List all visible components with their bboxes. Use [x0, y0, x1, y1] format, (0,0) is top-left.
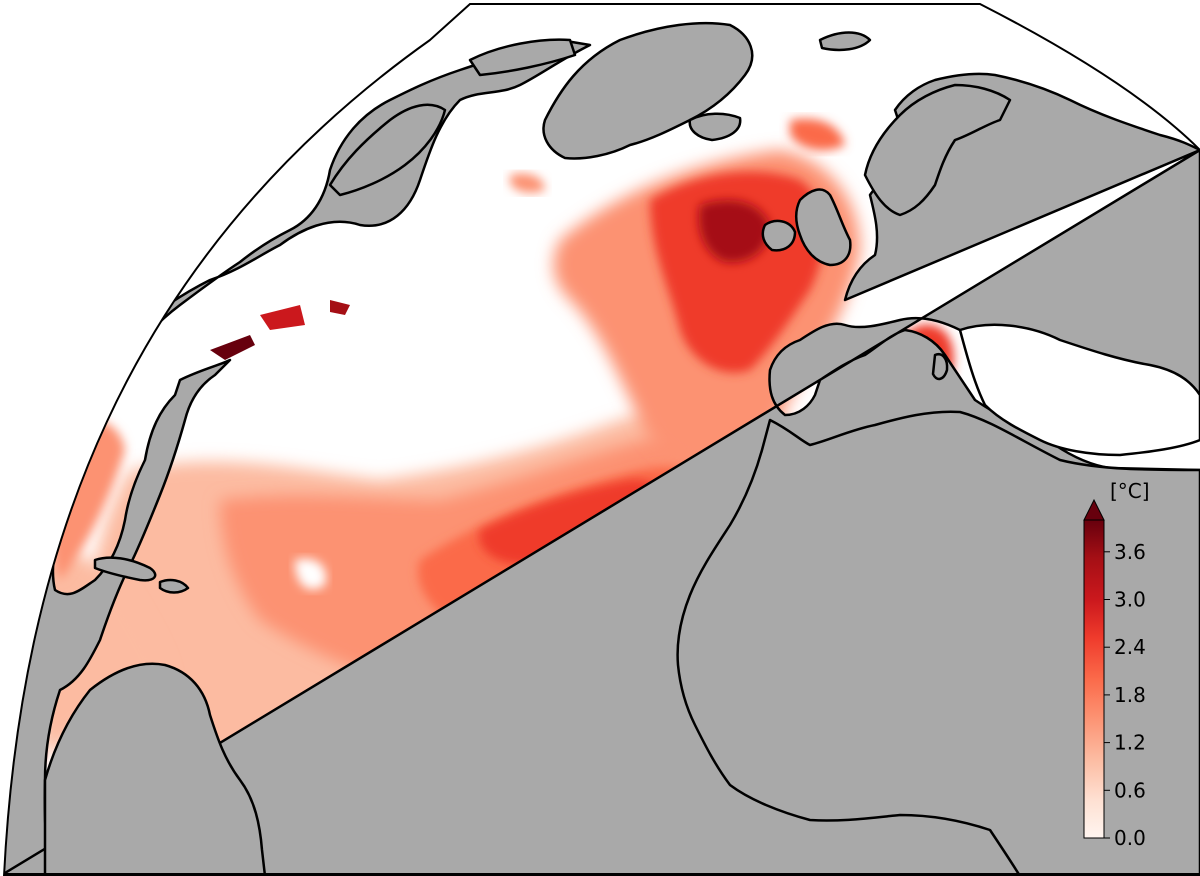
land-svalbard	[818, 31, 872, 52]
colorbar-extend-arrow	[1083, 498, 1105, 521]
land-greenland	[542, 21, 754, 160]
globe-border	[3, 3, 1200, 876]
land-iceland	[688, 112, 742, 142]
colorbar-tick-label: 1.8	[1114, 683, 1146, 707]
land-scandinavia	[863, 83, 1012, 217]
colorbar-tick-label: 2.4	[1114, 635, 1146, 659]
colorbar-unit: [°C]	[1110, 479, 1150, 503]
land-great-britain	[795, 188, 852, 267]
colorbar-tick-label: 0.6	[1114, 778, 1146, 802]
land-baffin-island	[328, 103, 447, 197]
colorbar-tick-label: 3.6	[1114, 540, 1146, 564]
mediterranean-sea	[958, 323, 1200, 457]
land-sardinia	[931, 353, 949, 381]
colorbar-bar	[1083, 519, 1105, 839]
colorbar-tick-label: 0.0	[1114, 826, 1146, 850]
colorbar-tick-label: 3.0	[1114, 588, 1146, 612]
land-africa	[676, 410, 1200, 876]
land-hispaniola	[158, 578, 190, 594]
colorbar: [°C] 0.0 0.6 1.2 1.8 2.4 3.0 3.6	[1083, 479, 1150, 850]
colorbar-ticks: 0.0 0.6 1.2 1.8 2.4 3.0 3.6	[1104, 540, 1146, 850]
land-cuba	[93, 556, 157, 582]
land-ireland	[761, 219, 797, 252]
colorbar-tick-label: 1.2	[1114, 731, 1146, 755]
land-arctic-islands	[468, 38, 577, 77]
land-south-america	[43, 662, 267, 876]
